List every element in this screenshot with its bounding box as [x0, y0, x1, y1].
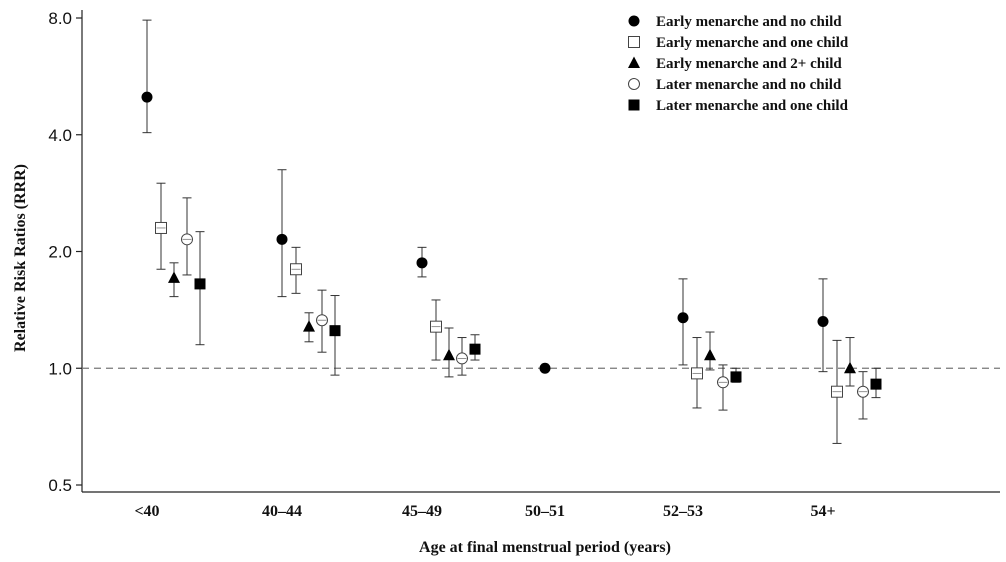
legend-marker	[628, 15, 640, 27]
data-point	[817, 315, 829, 327]
data-point	[844, 361, 856, 374]
y-tick-label: 4.0	[48, 126, 72, 145]
x-tick-label: 45–49	[402, 503, 442, 520]
data-point	[870, 378, 882, 390]
legend-entry: Later menarche and one child	[656, 98, 849, 114]
data-point	[303, 320, 315, 332]
legend-marker	[628, 56, 640, 68]
data-point	[194, 278, 206, 290]
legend-marker	[628, 99, 640, 111]
data-point	[469, 343, 481, 355]
x-tick-label: 40–44	[262, 503, 302, 520]
legend: Early menarche and no child Early menarch…	[628, 14, 849, 114]
axes: 0.5 1.0 2.0 4.0 8.0 <40 40–44 45–49 50–51 52–53 54…	[48, 9, 1000, 520]
data-point	[329, 325, 341, 337]
x-axis-label: Age at final menstrual period (years)	[419, 539, 671, 556]
y-tick-label: 1.0	[48, 359, 72, 378]
legend-entry: Later menarche and no child	[656, 77, 842, 93]
data-point	[416, 257, 428, 269]
y-axis-label: Relative Risk Ratios (RRR)	[12, 164, 29, 352]
data-point	[704, 348, 716, 361]
x-tick-label: 52–53	[663, 503, 703, 520]
data-point	[677, 312, 689, 324]
y-tick-label: 8.0	[48, 9, 72, 28]
x-tick-label: 54+	[810, 503, 835, 520]
data-point	[141, 91, 153, 103]
y-tick-label: 0.5	[48, 476, 72, 495]
data-point	[443, 348, 455, 361]
legend-entry: Early menarche and 2+ child	[656, 56, 842, 72]
data-point	[276, 233, 288, 245]
legend-marker	[628, 36, 640, 48]
legend-entry: Early menarche and no child	[656, 14, 842, 30]
y-tick-label: 2.0	[48, 243, 72, 262]
x-tick-label: 50–51	[525, 503, 565, 520]
data-point	[539, 362, 551, 374]
data-marks	[141, 19, 882, 444]
data-point	[168, 271, 180, 283]
legend-marker	[628, 78, 640, 90]
x-tick-label: <40	[134, 503, 159, 520]
data-point	[730, 371, 742, 383]
legend-entry: Early menarche and one child	[656, 35, 849, 51]
